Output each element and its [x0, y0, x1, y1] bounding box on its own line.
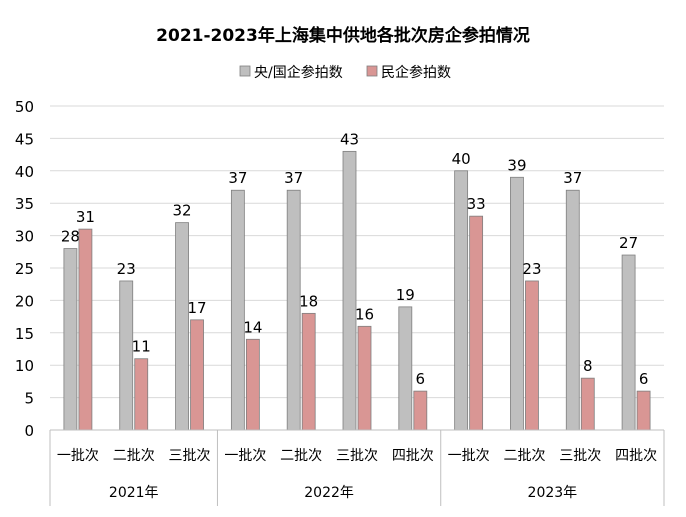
bar-soe — [565, 189, 580, 431]
data-label: 43 — [340, 130, 359, 148]
bar-soe — [621, 254, 636, 431]
bar-private — [301, 312, 316, 431]
x-tick-label: 四批次 — [392, 448, 434, 464]
y-tick-label: 40 — [15, 163, 34, 181]
legend-label: 央/国企参拍数 — [254, 64, 343, 81]
legend-label: 民企参拍数 — [381, 64, 451, 81]
data-label: 6 — [416, 370, 426, 388]
data-label: 14 — [243, 318, 262, 336]
y-tick-label: 10 — [15, 357, 34, 375]
x-tick-label: 一批次 — [224, 448, 266, 464]
data-label: 23 — [117, 260, 136, 278]
y-tick-label: 45 — [15, 130, 34, 148]
gridlines — [50, 105, 664, 431]
bar-soe — [230, 189, 245, 431]
data-label: 8 — [583, 357, 593, 375]
data-label: 6 — [639, 370, 649, 388]
x-tick-label: 三批次 — [169, 448, 211, 464]
data-label: 37 — [563, 169, 582, 187]
y-tick-label: 50 — [15, 98, 34, 116]
bar-soe — [175, 222, 189, 431]
data-label: 19 — [396, 286, 415, 304]
group-label: 2021年 — [109, 485, 159, 501]
bar-soe — [398, 306, 413, 431]
data-label: 11 — [132, 338, 151, 356]
x-tick-label: 一批次 — [448, 448, 490, 464]
y-tick-label: 35 — [15, 195, 34, 213]
y-tick-label: 15 — [15, 325, 34, 343]
data-label: 40 — [452, 150, 471, 168]
legend: 央/国企参拍数 民企参拍数 — [239, 64, 451, 81]
data-label: 18 — [299, 292, 318, 310]
bar-private — [469, 215, 484, 431]
x-tick-label: 三批次 — [559, 448, 601, 464]
bar-soe — [342, 150, 357, 431]
bar-soe — [510, 176, 524, 431]
bar-private — [357, 325, 372, 431]
data-label: 27 — [619, 234, 638, 252]
group-label: 2023年 — [528, 485, 578, 501]
x-tick-label: 三批次 — [336, 448, 378, 464]
chart-title: 2021-2023年上海集中供地各批次房企参拍情况 — [156, 25, 530, 46]
bar-private — [580, 377, 595, 431]
bar-private — [413, 390, 428, 431]
y-tick-label: 20 — [15, 292, 34, 310]
x-tick-label: 二批次 — [280, 448, 322, 464]
data-label: 33 — [467, 195, 486, 213]
data-label: 31 — [76, 208, 95, 226]
y-tick-label: 30 — [15, 228, 34, 246]
bar-private — [78, 228, 93, 431]
y-tick-label: 25 — [15, 260, 34, 278]
x-tick-label: 四批次 — [615, 448, 657, 464]
bar-private — [636, 390, 651, 431]
x-tick-label: 二批次 — [113, 448, 155, 464]
legend-swatch — [239, 65, 251, 77]
y-tick-label: 5 — [24, 390, 34, 408]
data-label: 32 — [172, 202, 191, 220]
data-label: 39 — [507, 156, 526, 174]
legend-swatch — [366, 65, 378, 77]
bar-soe — [63, 248, 78, 431]
data-label: 16 — [355, 305, 374, 323]
bar-private — [134, 358, 149, 431]
x-tick-label: 二批次 — [503, 448, 545, 464]
data-label: 17 — [187, 299, 206, 317]
data-label: 23 — [522, 260, 541, 278]
y-axis: 0 5 10 15 20 25 30 35 40 45 50 — [15, 98, 34, 440]
x-tick-label: 一批次 — [57, 448, 99, 464]
bars: 28 31 23 11 32 17 37 14 37 18 43 16 19 6 40 33 39 23 37 8 27… — [61, 130, 651, 431]
bar-private — [190, 319, 204, 431]
y-tick-label: 0 — [24, 422, 34, 440]
bar-private — [525, 280, 539, 431]
group-label: 2022年 — [304, 485, 354, 501]
data-label: 37 — [284, 169, 303, 187]
data-label: 37 — [228, 169, 247, 187]
data-label: 28 — [61, 228, 80, 246]
bar-private — [245, 338, 260, 431]
